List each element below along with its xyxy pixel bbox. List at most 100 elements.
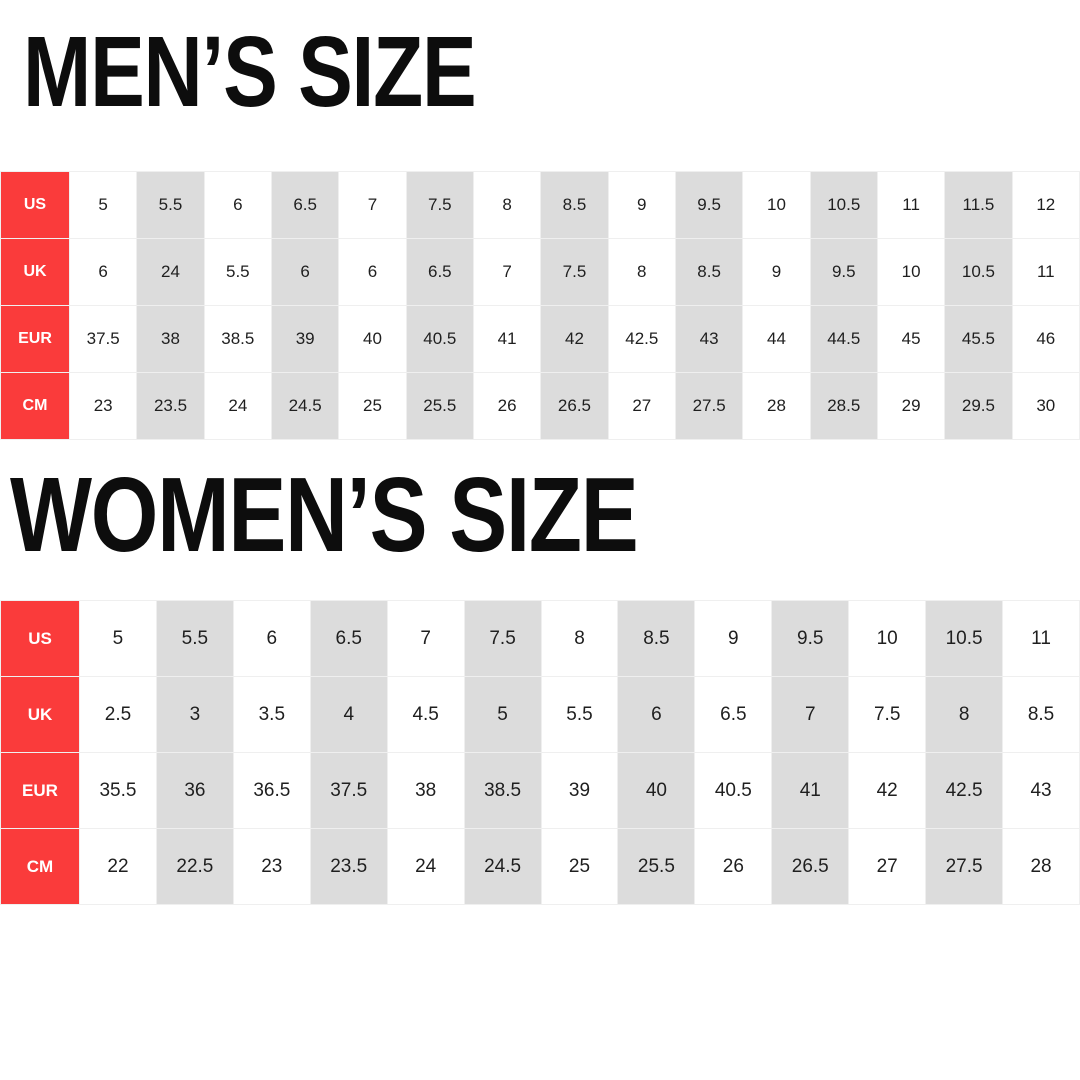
size-cell: 22 (79, 828, 157, 905)
size-cell: 9 (694, 600, 773, 677)
size-cell: 9 (607, 171, 676, 239)
size-cell: 23.5 (309, 828, 388, 905)
size-cell: 35.5 (79, 752, 157, 829)
mens-size-title: MEN’S SIZE (23, 16, 477, 128)
size-cell: 28 (742, 372, 811, 440)
size-cell: 9.5 (771, 600, 850, 677)
table-row: UK 6 24 5.5 6 6 6.5 7 7.5 8 8.5 9 9.5 10 10.5 11 (0, 238, 1080, 306)
size-cell: 6.5 (694, 676, 773, 753)
size-cell: 6 (203, 171, 272, 239)
size-cell: 7.5 (540, 238, 609, 306)
size-cell: 42 (540, 305, 609, 373)
size-cell: 5.5 (155, 600, 234, 677)
size-cell: 10 (742, 171, 811, 239)
size-cell: 41 (472, 305, 542, 373)
size-cell: 10 (876, 238, 946, 306)
table-row: CM 23 23.5 24 24.5 25 25.5 26 26.5 27 27.5 28 28.5 29… (0, 372, 1080, 440)
size-cell: 11.5 (944, 171, 1013, 239)
size-cell: 25.5 (617, 828, 696, 905)
size-cell: 11 (1011, 238, 1080, 306)
size-cell: 5 (68, 171, 138, 239)
size-cell: 24 (203, 372, 272, 440)
row-header-us: US (0, 600, 80, 677)
size-cell: 25 (338, 372, 407, 440)
size-cell: 23 (232, 828, 311, 905)
table-row: EUR 37.5 38 38.5 39 40 40.5 41 42 42.5 43 44 44.5 45 4… (0, 305, 1080, 373)
size-cell: 27.5 (925, 828, 1004, 905)
size-cell: 8 (925, 676, 1004, 753)
size-cell: 36 (155, 752, 234, 829)
size-cell: 3 (155, 676, 234, 753)
size-cell: 28 (1002, 828, 1080, 905)
size-cell: 44.5 (809, 305, 878, 373)
size-cell: 24.5 (270, 372, 340, 440)
size-cell: 5 (463, 676, 542, 753)
size-cell: 22.5 (155, 828, 234, 905)
size-cell: 39 (270, 305, 340, 373)
size-cell: 6 (617, 676, 696, 753)
size-cell: 43 (674, 305, 744, 373)
size-cell: 7.5 (463, 600, 542, 677)
size-cell: 29 (876, 372, 946, 440)
size-cell: 38.5 (463, 752, 542, 829)
size-cell: 10.5 (925, 600, 1004, 677)
size-cell: 25 (540, 828, 619, 905)
size-cell: 26.5 (540, 372, 609, 440)
size-cell: 23 (68, 372, 138, 440)
size-cell: 30 (1011, 372, 1080, 440)
size-cell: 37.5 (309, 752, 388, 829)
size-cell: 24 (136, 238, 205, 306)
size-cell: 6.5 (405, 238, 474, 306)
size-cell: 8 (540, 600, 619, 677)
size-cell: 4 (309, 676, 388, 753)
size-cell: 7 (472, 238, 542, 306)
size-cell: 5.5 (136, 171, 205, 239)
size-cell: 27.5 (674, 372, 744, 440)
row-header-cm: CM (0, 372, 70, 440)
table-row: UK 2.5 3 3.5 4 4.5 5 5.5 6 6.5 7 7.5 8 8.5 (0, 676, 1080, 753)
row-header-cm: CM (0, 828, 80, 905)
size-cell: 40 (338, 305, 407, 373)
size-cell: 6 (270, 238, 340, 306)
size-cell: 37.5 (68, 305, 138, 373)
size-cell: 2.5 (79, 676, 157, 753)
size-cell: 40.5 (405, 305, 474, 373)
size-cell: 6.5 (270, 171, 340, 239)
size-cell: 11 (1002, 600, 1080, 677)
size-cell: 38 (136, 305, 205, 373)
size-cell: 5.5 (540, 676, 619, 753)
size-cell: 9.5 (809, 238, 878, 306)
size-cell: 28.5 (809, 372, 878, 440)
size-cell: 26 (694, 828, 773, 905)
size-cell: 8.5 (674, 238, 744, 306)
table-row: US 5 5.5 6 6.5 7 7.5 8 8.5 9 9.5 10 10.5 11 (0, 600, 1080, 677)
size-cell: 46 (1011, 305, 1080, 373)
size-cell: 40.5 (694, 752, 773, 829)
size-cell: 36.5 (232, 752, 311, 829)
row-header-us: US (0, 171, 70, 239)
size-cell: 42 (848, 752, 927, 829)
size-cell: 27 (607, 372, 676, 440)
size-cell: 8.5 (1002, 676, 1080, 753)
size-cell: 39 (540, 752, 619, 829)
size-cell: 8 (607, 238, 676, 306)
size-cell: 8 (472, 171, 542, 239)
size-cell: 44 (742, 305, 811, 373)
size-cell: 10.5 (809, 171, 878, 239)
size-cell: 43 (1002, 752, 1080, 829)
size-cell: 8.5 (540, 171, 609, 239)
size-cell: 10.5 (944, 238, 1013, 306)
size-cell: 42.5 (607, 305, 676, 373)
size-cell: 7 (771, 676, 850, 753)
row-header-uk: UK (0, 676, 80, 753)
size-cell: 25.5 (405, 372, 474, 440)
size-cell: 6 (232, 600, 311, 677)
table-row: US 5 5.5 6 6.5 7 7.5 8 8.5 9 9.5 10 10.5 11 11.5 12 (0, 171, 1080, 239)
size-cell: 45.5 (944, 305, 1013, 373)
size-cell: 7 (386, 600, 465, 677)
table-row: EUR 35.5 36 36.5 37.5 38 38.5 39 40 40.5 41 42 42.5 4… (0, 752, 1080, 829)
womens-size-title: WOMEN’S SIZE (10, 456, 639, 574)
row-header-uk: UK (0, 238, 70, 306)
size-cell: 7.5 (848, 676, 927, 753)
